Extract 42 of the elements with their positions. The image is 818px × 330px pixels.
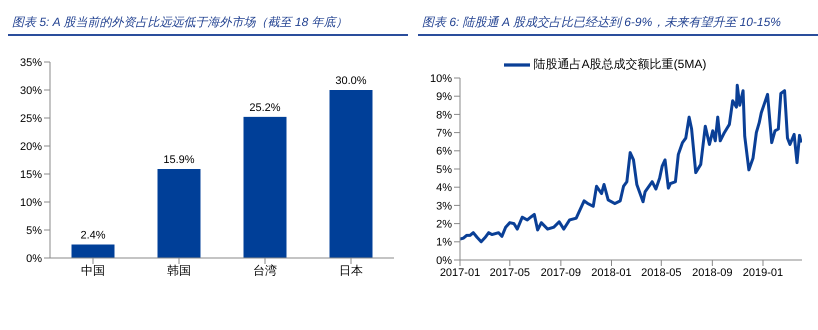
x-tick-label: 韩国 xyxy=(167,264,191,278)
y-tick-label: 0% xyxy=(436,254,452,267)
x-tick-label: 2018-05 xyxy=(641,266,682,279)
y-tick-label: 7% xyxy=(436,128,452,140)
y-tick-label: 3% xyxy=(436,200,452,212)
chart-title: 图表 6: 陆股通 A 股成交占比已经达到 6-9%，未来有望升至 10-15% xyxy=(418,8,818,36)
y-tick-label: 5% xyxy=(26,224,42,237)
y-tick-label: 8% xyxy=(436,109,452,122)
y-tick-label: 20% xyxy=(20,140,42,153)
data-label: 30.0% xyxy=(335,75,367,87)
x-tick-label: 2018-01 xyxy=(591,266,632,279)
line-series xyxy=(460,84,802,244)
y-tick-label: 15% xyxy=(20,168,42,181)
x-tick-label: 2017-05 xyxy=(490,266,530,279)
bar xyxy=(244,116,286,258)
x-tick-label: 中国 xyxy=(81,264,105,278)
y-tick-label: 25% xyxy=(20,112,42,125)
y-tick-label: 10% xyxy=(20,196,42,209)
x-tick-label: 2017-09 xyxy=(540,266,582,279)
data-label: 25.2% xyxy=(249,102,281,114)
x-tick-label: 日本 xyxy=(339,264,363,278)
data-label: 15.9% xyxy=(163,154,195,166)
bar xyxy=(72,244,114,258)
y-tick-label: 10% xyxy=(430,72,452,85)
y-tick-label: 4% xyxy=(436,182,452,194)
y-tick-label: 35% xyxy=(20,56,42,69)
bar xyxy=(330,90,372,258)
legend-label: 陆股通占A股总成交额比重(5MA) xyxy=(534,57,706,72)
data-label: 2.4% xyxy=(80,230,106,242)
x-tick-label: 台湾 xyxy=(253,264,277,278)
y-tick-label: 6% xyxy=(436,146,452,158)
y-tick-label: 9% xyxy=(436,91,452,104)
chart-title: 图表 5: A 股当前的外资占比远远低于海外市场（截至 18 年底） xyxy=(8,8,408,36)
y-tick-label: 2% xyxy=(436,218,452,231)
y-tick-label: 0% xyxy=(26,252,42,265)
bar xyxy=(158,168,200,258)
y-tick-label: 1% xyxy=(436,236,452,249)
x-tick-label: 2018-09 xyxy=(692,266,733,279)
x-tick-label: 2019-01 xyxy=(742,266,784,279)
x-tick-label: 2017-01 xyxy=(440,266,480,279)
y-tick-label: 30% xyxy=(20,84,42,97)
y-tick-label: 5% xyxy=(436,164,452,176)
